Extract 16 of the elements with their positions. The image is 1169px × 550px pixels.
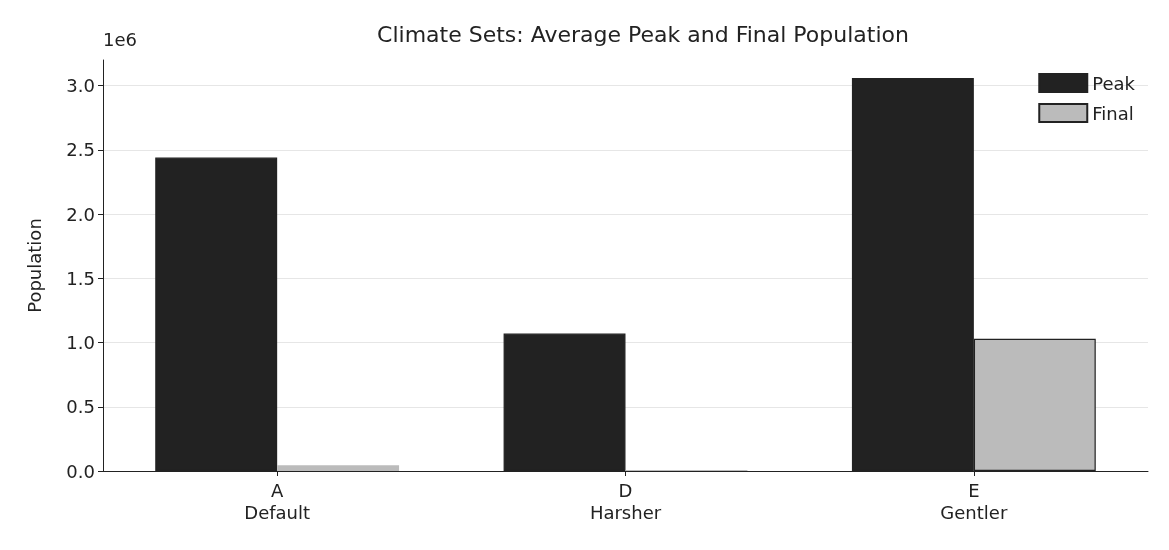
x-tick-label: D Harsher xyxy=(589,479,662,523)
x-tick-label: A Default xyxy=(244,479,311,523)
text: 1e6 xyxy=(103,28,137,50)
y-axis-title: Population xyxy=(23,218,45,313)
y-tick-label: 1.5 xyxy=(66,267,95,289)
legend-label: Final xyxy=(1092,102,1134,124)
y-tick-label: 2.5 xyxy=(66,139,95,161)
chart-title: Climate Sets: Average Peak and Final Population xyxy=(377,21,909,47)
y-tick-label: 3.0 xyxy=(66,75,95,97)
legend-label: Peak xyxy=(1092,72,1136,94)
y-tick-label: 0.5 xyxy=(66,396,95,418)
bar xyxy=(277,465,400,471)
y-tick-label: 1.0 xyxy=(66,332,95,354)
y-tick-label: 2.0 xyxy=(66,203,95,225)
x-tick-label: E Gentler xyxy=(940,479,1008,523)
y-tick-label: 0.0 xyxy=(66,460,95,482)
